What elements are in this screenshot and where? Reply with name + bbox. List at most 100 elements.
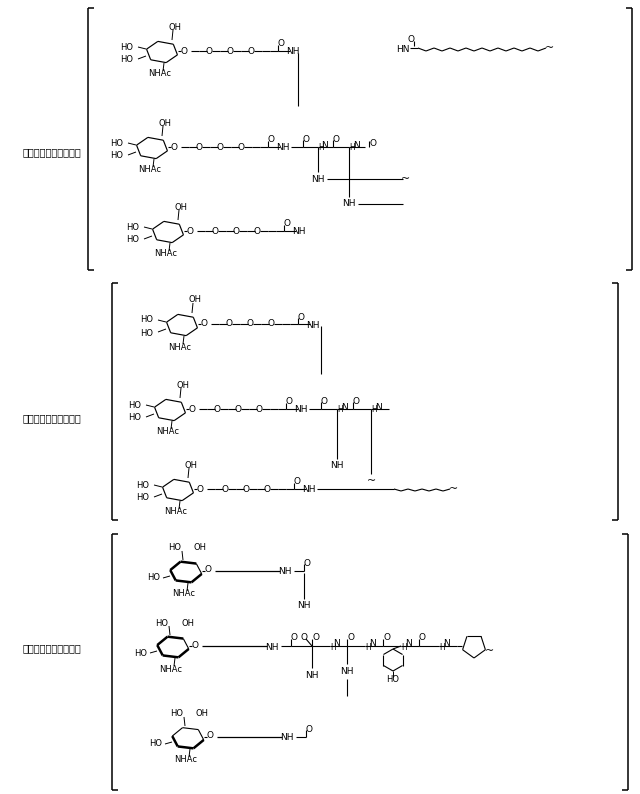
- Text: NHAc: NHAc: [175, 756, 198, 765]
- Text: H: H: [318, 144, 324, 152]
- Text: O: O: [301, 634, 307, 642]
- Text: O: O: [189, 404, 195, 414]
- Text: O: O: [216, 142, 223, 152]
- Text: HO: HO: [136, 480, 149, 489]
- Text: O: O: [303, 134, 310, 144]
- Text: O: O: [200, 319, 207, 329]
- Text: O: O: [321, 396, 328, 406]
- Text: HO: HO: [126, 236, 139, 245]
- Text: NHAc: NHAc: [168, 342, 191, 352]
- Text: O: O: [408, 36, 415, 44]
- Text: O: O: [298, 313, 305, 322]
- Text: O: O: [305, 724, 312, 734]
- Text: O: O: [285, 398, 292, 407]
- Text: HO: HO: [136, 494, 149, 503]
- Text: O: O: [191, 641, 198, 649]
- Text: O: O: [186, 226, 193, 236]
- Text: H: H: [439, 642, 445, 652]
- Text: O: O: [227, 47, 234, 56]
- Text: NH: NH: [302, 485, 316, 495]
- Text: NH: NH: [297, 600, 311, 610]
- Text: ~: ~: [449, 484, 458, 494]
- Text: NHAc: NHAc: [138, 165, 161, 175]
- Text: N: N: [322, 141, 328, 149]
- Text: H: H: [337, 406, 343, 414]
- Text: O: O: [268, 136, 275, 145]
- Text: コンジュゲート２ａ＝: コンジュゲート２ａ＝: [22, 413, 81, 423]
- Text: O: O: [333, 134, 339, 144]
- Text: HO: HO: [170, 710, 183, 719]
- Text: O: O: [207, 731, 214, 741]
- Text: N: N: [443, 639, 449, 649]
- Text: OH: OH: [194, 544, 207, 553]
- Text: HO: HO: [140, 315, 153, 325]
- Text: NH: NH: [286, 48, 300, 56]
- Text: HO: HO: [120, 43, 133, 52]
- Text: HO: HO: [128, 400, 141, 410]
- Text: NH: NH: [330, 461, 344, 471]
- Text: ~: ~: [545, 43, 554, 53]
- Text: O: O: [348, 634, 355, 642]
- Text: NH: NH: [280, 734, 294, 742]
- Text: NHAc: NHAc: [159, 665, 182, 673]
- Text: O: O: [237, 142, 244, 152]
- Text: NHAc: NHAc: [154, 249, 177, 259]
- Text: O: O: [225, 319, 232, 329]
- Text: HO: HO: [387, 676, 399, 684]
- Text: OH: OH: [184, 461, 198, 469]
- Text: OH: OH: [196, 710, 209, 719]
- Text: N: N: [340, 403, 348, 411]
- Text: N: N: [333, 639, 340, 649]
- Text: HO: HO: [140, 329, 153, 337]
- Text: N: N: [404, 639, 412, 649]
- Text: H: H: [349, 144, 355, 152]
- Text: OH: OH: [189, 295, 202, 305]
- Text: O: O: [205, 47, 212, 56]
- Text: O: O: [312, 634, 319, 642]
- Text: O: O: [234, 404, 241, 414]
- Text: O: O: [211, 226, 218, 236]
- Text: OH: OH: [177, 380, 189, 390]
- Text: HO: HO: [147, 573, 160, 583]
- Text: O: O: [419, 634, 426, 642]
- Text: コンジュゲート３ａ＝: コンジュゲート３ａ＝: [22, 643, 81, 653]
- Text: H: H: [330, 642, 336, 652]
- Text: O: O: [383, 634, 390, 642]
- Text: O: O: [303, 558, 310, 568]
- Text: O: O: [268, 319, 275, 329]
- Text: O: O: [353, 396, 360, 406]
- Text: NHAc: NHAc: [173, 589, 195, 599]
- Text: ~: ~: [366, 476, 376, 486]
- Text: O: O: [196, 484, 204, 494]
- Text: HO: HO: [110, 152, 123, 160]
- Text: O: O: [248, 47, 255, 56]
- Text: N: N: [353, 141, 360, 149]
- Text: O: O: [214, 404, 221, 414]
- Text: N: N: [369, 639, 376, 649]
- Text: NH: NH: [342, 199, 356, 209]
- Text: O: O: [170, 142, 177, 152]
- Text: O: O: [264, 484, 271, 494]
- Text: NHAc: NHAc: [164, 507, 188, 517]
- Text: N: N: [374, 403, 381, 411]
- Text: O: O: [255, 404, 262, 414]
- Text: NH: NH: [311, 175, 324, 183]
- Text: H: H: [371, 406, 377, 414]
- Text: HO: HO: [168, 544, 181, 553]
- Text: O: O: [243, 484, 250, 494]
- Text: OH: OH: [175, 202, 188, 211]
- Text: NH: NH: [305, 670, 319, 680]
- Text: HO: HO: [149, 739, 162, 749]
- Text: O: O: [294, 477, 301, 487]
- Text: O: O: [246, 319, 253, 329]
- Text: OH: OH: [159, 118, 172, 128]
- Text: H: H: [401, 642, 407, 652]
- Text: H: H: [365, 642, 371, 652]
- Text: NH: NH: [278, 568, 292, 576]
- Text: O: O: [205, 565, 211, 575]
- Text: NH: NH: [276, 144, 290, 152]
- Text: NHAc: NHAc: [157, 427, 179, 437]
- Text: NHAc: NHAc: [148, 70, 172, 79]
- Text: O: O: [369, 140, 376, 148]
- Text: NH: NH: [340, 666, 354, 676]
